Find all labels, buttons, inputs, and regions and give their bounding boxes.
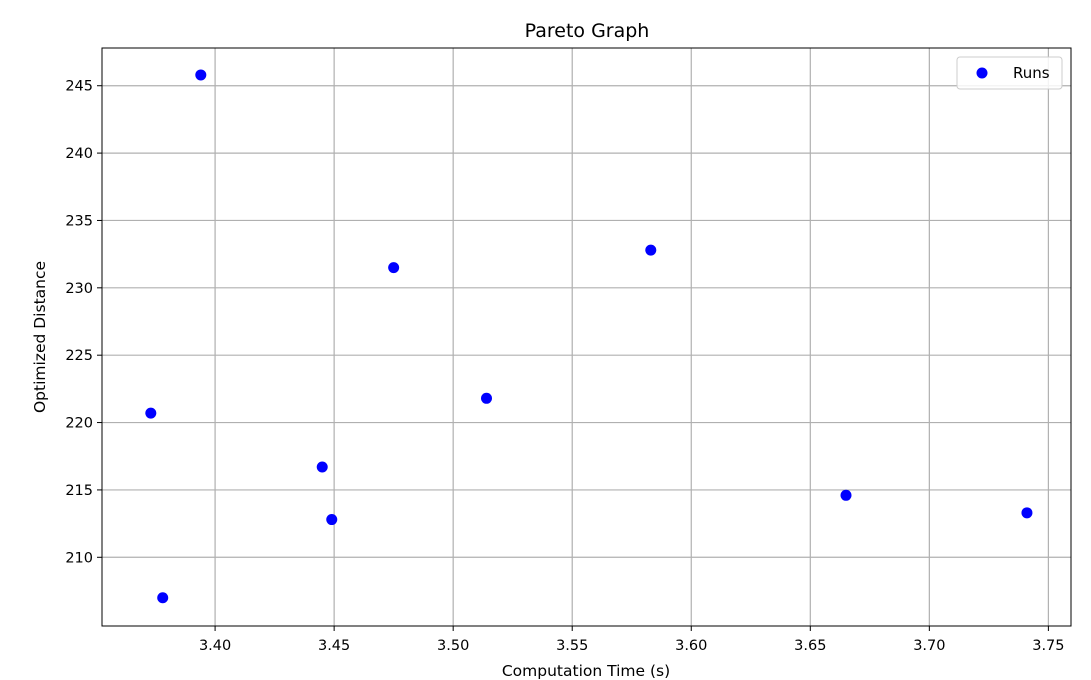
y-tick-label: 245 (65, 79, 93, 95)
y-axis-label: Optimized Distance (31, 261, 49, 413)
data-point (645, 244, 657, 256)
x-tick-label: 3.55 (556, 638, 588, 654)
data-point (388, 262, 400, 274)
data-point (157, 592, 169, 604)
scatter-points (145, 69, 1033, 604)
legend-box (956, 56, 1063, 90)
y-axis-ticks: 210 215 220 225 230 235 240 245 (65, 79, 102, 566)
y-tick-label: 210 (65, 550, 93, 566)
x-tick-label: 3.70 (913, 638, 945, 654)
x-tick-label: 3.60 (675, 638, 707, 654)
y-tick-label: 230 (65, 281, 93, 297)
y-tick-label: 215 (65, 483, 93, 499)
legend-marker-runs (976, 67, 988, 79)
y-tick-label: 235 (65, 213, 93, 229)
plot-frame (101, 47, 1072, 627)
x-tick-label: 3.45 (318, 638, 350, 654)
x-axis-ticks: 3.40 3.45 3.50 3.55 3.60 3.65 3.70 3.75 (199, 626, 1065, 654)
data-point (195, 69, 207, 81)
y-tick-label: 225 (65, 348, 93, 364)
x-tick-label: 3.50 (437, 638, 469, 654)
grid-lines (102, 48, 1071, 626)
x-axis-label: Computation Time (s) (502, 662, 670, 680)
data-point (481, 392, 493, 404)
legend: Runs (956, 56, 1063, 90)
x-tick-label: 3.65 (794, 638, 826, 654)
legend-label-runs: Runs (1013, 64, 1050, 82)
data-point (326, 514, 338, 526)
chart-title: Pareto Graph (525, 20, 650, 42)
x-tick-label: 3.40 (199, 638, 231, 654)
data-point (840, 489, 852, 501)
data-point (316, 461, 328, 473)
y-tick-label: 240 (65, 146, 93, 162)
data-point (1021, 507, 1033, 519)
data-point (145, 407, 157, 419)
x-tick-label: 3.75 (1032, 638, 1064, 654)
y-tick-label: 220 (65, 416, 93, 432)
